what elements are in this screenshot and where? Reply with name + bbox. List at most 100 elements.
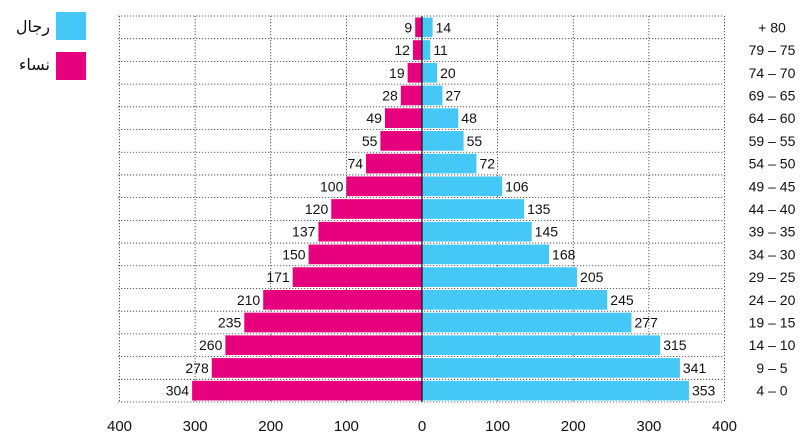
bar-women (292, 267, 422, 287)
bar-men (422, 153, 477, 174)
age-group-label: 39 – 35 (749, 224, 796, 240)
age-group-label: 14 – 10 (749, 337, 796, 353)
age-group-label: 49 – 45 (749, 178, 796, 194)
age-group-label: 54 – 50 (749, 156, 796, 172)
bar-men (422, 289, 608, 310)
legend-men-label: رجال (15, 19, 50, 36)
age-group-label: 44 – 40 (749, 201, 796, 217)
data-label-women: 49 (366, 110, 382, 126)
age-group-label: 79 – 75 (749, 42, 796, 58)
x-tick-label: 100 (485, 418, 510, 435)
bar-women (366, 153, 422, 174)
bar-women (263, 289, 422, 310)
bar-men (422, 221, 532, 242)
bar-men (422, 108, 459, 129)
data-label-men: 245 (610, 292, 634, 308)
data-label-men: 11 (433, 42, 448, 58)
legend-men-swatch (56, 12, 86, 40)
data-label-women: 74 (347, 156, 363, 172)
age-group-label: 74 – 70 (749, 65, 796, 81)
bar-women (318, 221, 422, 242)
bar-men (422, 131, 464, 151)
age-group-label: 19 – 15 (749, 315, 796, 331)
data-label-women: 150 (282, 246, 306, 262)
age-group-label: 4 – 0 (756, 383, 787, 399)
data-label-women: 260 (199, 337, 223, 353)
bar-men (422, 85, 443, 106)
legend-women-label: نساء (18, 57, 50, 74)
bar-men (422, 380, 689, 401)
bar-men (422, 267, 578, 287)
data-label-women: 278 (185, 360, 209, 376)
age-group-label: 69 – 65 (749, 87, 796, 103)
data-label-men: 277 (634, 315, 658, 331)
data-label-women: 235 (218, 315, 242, 331)
data-label-men: 55 (467, 133, 483, 149)
bar-women (192, 380, 422, 401)
x-tick-label: 0 (418, 418, 426, 435)
x-tick-label: 400 (107, 418, 132, 435)
data-label-women: 137 (292, 224, 316, 240)
age-group-label: 34 – 30 (749, 246, 796, 262)
data-label-men: 315 (663, 337, 687, 353)
data-label-women: 100 (320, 178, 344, 194)
bar-women (331, 199, 422, 219)
x-tick-label: 100 (334, 418, 359, 435)
x-tick-label: 300 (183, 418, 208, 435)
data-label-women: 12 (394, 42, 410, 58)
bar-men (422, 199, 525, 219)
x-tick-label: 300 (636, 418, 661, 435)
data-label-women: 19 (389, 65, 405, 81)
bar-men (422, 244, 550, 265)
age-group-label: 59 – 55 (749, 133, 796, 149)
data-label-men: 14 (436, 19, 452, 35)
bar-men (422, 62, 438, 83)
age-group-label: 9 – 5 (756, 360, 787, 376)
age-group-label: 24 – 20 (749, 292, 796, 308)
age-group-label: 29 – 25 (749, 269, 796, 285)
bar-men (422, 335, 661, 356)
data-label-women: 210 (237, 292, 261, 308)
bar-women (380, 131, 422, 151)
bar-women (415, 17, 422, 38)
data-label-men: 353 (692, 383, 716, 399)
data-label-women: 171 (266, 269, 290, 285)
data-label-men: 72 (479, 156, 495, 172)
age-group-label: 64 – 60 (749, 110, 796, 126)
age-group-label: + 80 (758, 19, 786, 35)
x-tick-label: 400 (712, 418, 737, 435)
x-tick-label: 200 (561, 418, 586, 435)
data-label-men: 341 (683, 360, 707, 376)
bar-men (422, 17, 433, 38)
bar-men (422, 40, 431, 60)
bar-women (308, 244, 422, 265)
data-label-men: 135 (527, 201, 551, 217)
data-label-women: 9 (404, 19, 412, 35)
legend-women-swatch (56, 52, 86, 80)
bar-men (422, 176, 503, 197)
data-label-women: 55 (362, 133, 378, 149)
data-label-women: 304 (166, 383, 190, 399)
data-label-men: 20 (440, 65, 456, 81)
bar-women (384, 108, 422, 129)
bar-women (211, 358, 422, 378)
data-label-men: 205 (580, 269, 604, 285)
bar-women (407, 62, 422, 83)
bar-women (346, 176, 422, 197)
data-label-men: 168 (552, 246, 576, 262)
bar-women (400, 85, 422, 106)
data-label-women: 120 (305, 201, 329, 217)
data-label-men: 48 (461, 110, 477, 126)
bar-men (422, 312, 632, 333)
bar-women (225, 335, 422, 356)
data-label-men: 27 (445, 87, 461, 103)
x-tick-label: 200 (258, 418, 283, 435)
bar-women (412, 40, 422, 60)
data-label-men: 145 (535, 224, 559, 240)
bar-women (244, 312, 422, 333)
data-label-women: 28 (382, 87, 398, 103)
bar-men (422, 358, 680, 378)
data-label-men: 106 (505, 178, 529, 194)
